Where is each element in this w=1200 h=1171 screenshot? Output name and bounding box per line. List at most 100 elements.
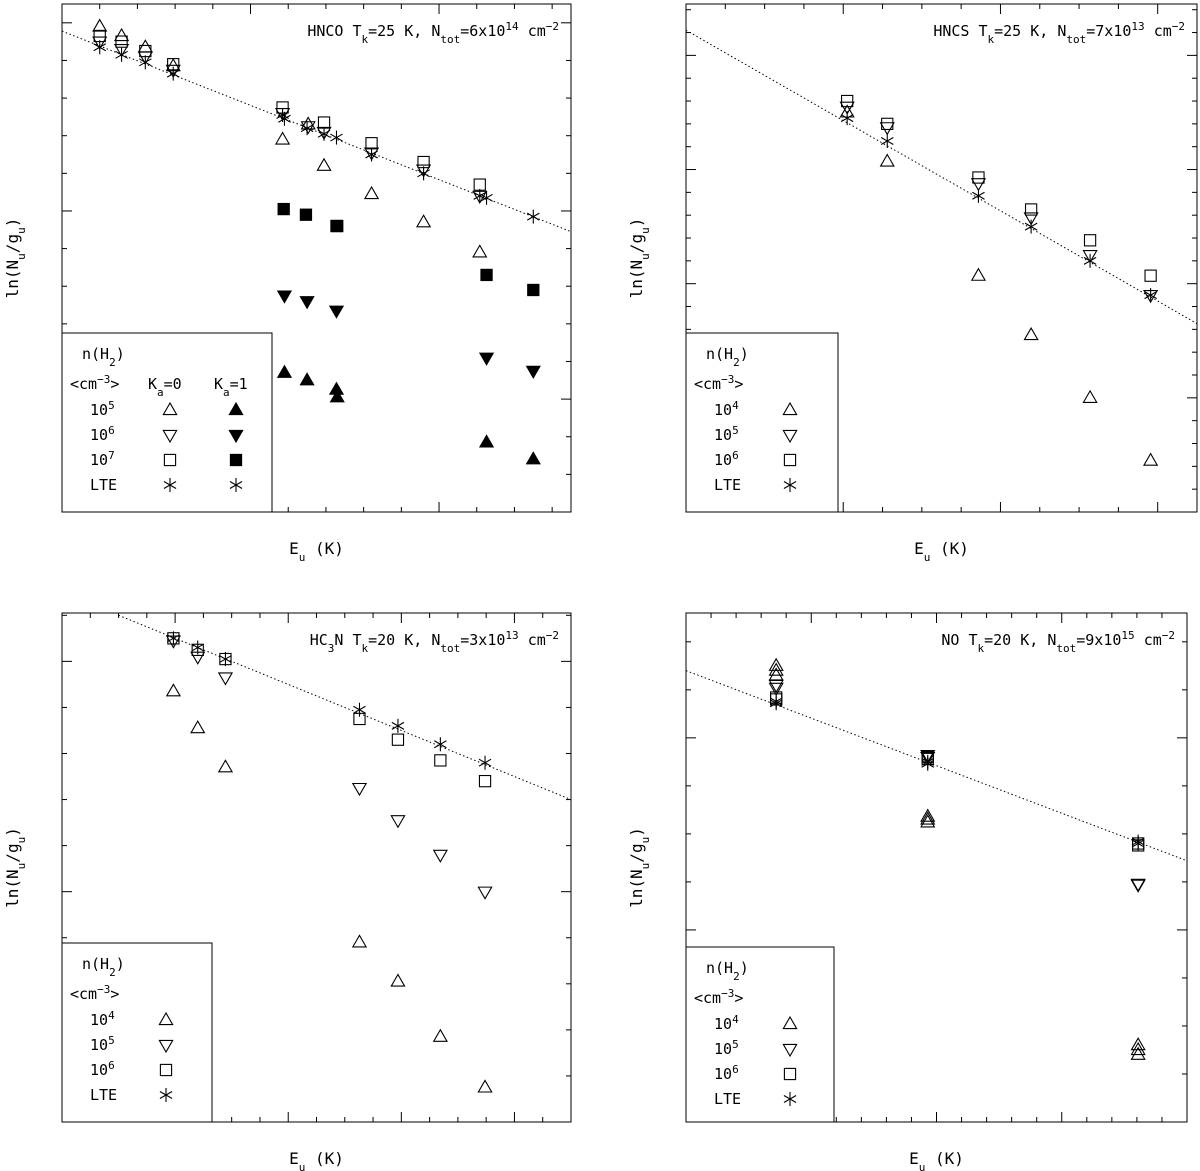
data-point [432,1028,448,1042]
data-point [921,756,935,771]
x-axis-label: Eu (K) [909,1149,964,1171]
series-hncs-2 [841,94,1157,282]
legend-marker [162,429,178,444]
legend-row-label: 106 [714,1063,739,1084]
data-point [920,814,936,828]
series-hnco-6 [277,202,540,297]
data-point [365,137,378,150]
data-point [113,44,130,58]
legend-row-label: LTE [714,476,741,494]
series-hnco-4 [276,364,541,465]
legend-marker [782,429,798,444]
data-point [1083,234,1097,247]
series-hc3n-3 [167,631,492,770]
data-point [1130,1037,1146,1051]
data-point [841,94,854,108]
legend-box [61,942,213,1123]
data-point [920,751,936,766]
data-point [478,352,495,366]
series-hnco-0 [92,18,488,258]
data-point [219,652,232,667]
legend-marker [159,1063,173,1077]
legend-marker-filled [229,478,243,492]
data-point [972,188,985,203]
data-point [92,36,108,50]
data-point [477,1079,493,1093]
series-no-3 [769,694,1145,851]
legend-row-label: 104 [90,1009,115,1030]
data-point [316,157,332,171]
legend-marker [163,453,177,467]
data-point [1023,212,1039,226]
data-point [769,696,783,711]
data-point [1024,219,1038,234]
legend-header: n(H2) [706,959,749,983]
data-point [473,178,486,191]
data-point [1082,250,1098,264]
legend-marker [158,1039,174,1054]
x-axis-label: Eu (K) [289,539,344,564]
data-point [299,296,315,310]
data-point [879,122,895,136]
data-point [93,29,106,43]
data-point [972,171,985,184]
legend-marker [783,453,797,467]
legend-row-label: 106 [714,449,739,470]
legend-marker-filled [228,401,244,416]
legend-units: <cm−3> [70,373,119,394]
panel-hnco: Eu (K) ln(Nu/gu) HNCO Tk=25 K, Ntot=6x1014… [3,3,572,564]
legend-marker [782,1043,798,1058]
legend-col-ka1: Ka=1 [214,375,248,399]
legend-row-label: LTE [90,1086,117,1104]
data-point [276,364,293,378]
legend-units: <cm−3> [694,987,743,1008]
legend-row-label: 105 [714,424,739,445]
legend: n(H2) <cm−3> Ka=0 Ka=1 105 106 107 LTE [61,332,273,513]
legend-row-label: 106 [90,424,115,445]
data-point [920,811,936,825]
data-point [391,718,405,733]
data-point [93,40,107,55]
data-point [920,750,936,764]
data-point [839,101,855,115]
legend-box [61,332,273,513]
data-point [1144,269,1157,282]
data-point [390,973,406,987]
data-point [331,219,344,233]
x-axis-label: Eu (K) [289,1149,344,1171]
data-point [840,111,854,126]
legend-marker [159,1088,173,1102]
data-point [768,682,784,697]
data-point [473,188,487,203]
data-point [970,267,987,281]
data-point [363,185,380,200]
data-point [478,774,492,788]
series-hc3n-2 [167,632,492,788]
legend-row-label: 104 [714,399,739,420]
data-point [276,290,293,304]
data-point [330,130,343,145]
data-point [1143,452,1159,466]
y-axis-label: ln(Nu/gu) [3,218,28,299]
legend-col-ka0: Ka=0 [148,375,182,399]
legend-box [685,946,835,1123]
data-point [328,305,345,319]
series-no-2 [770,691,1145,852]
series-no-1 [768,679,1146,893]
legend-row-label: 105 [90,399,115,420]
data-point [920,808,936,822]
series-hncs-0 [839,104,1159,466]
panel-title: HNCO Tk=25 K, Ntot=6x1014 cm−2 [307,20,559,46]
data-point [274,131,291,145]
legend-row-label: 106 [90,1059,115,1080]
data-point [1130,879,1146,893]
legend-row-label: 104 [714,1013,739,1034]
legend-marker [163,478,177,492]
data-point [1144,288,1157,303]
data-point [881,117,894,131]
data-point [472,244,488,258]
data-point [329,389,345,403]
data-point [299,208,313,221]
fit-line [118,614,572,801]
